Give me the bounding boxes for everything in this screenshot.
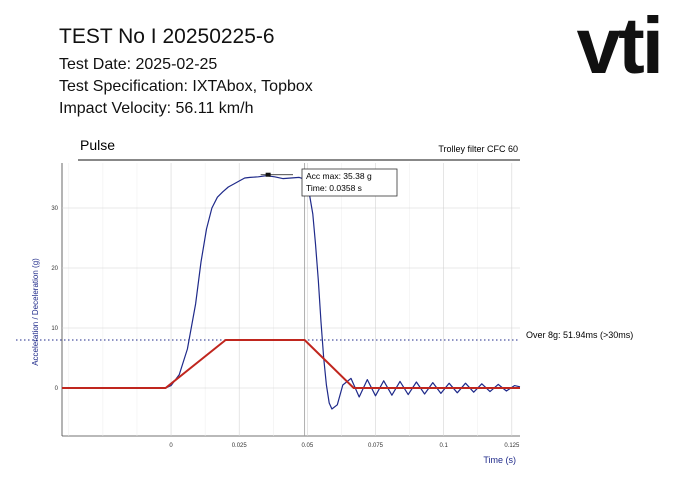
annotation-acc-max: Acc max: 35.38 g (306, 171, 372, 181)
annotation-box (301, 168, 398, 197)
y-tick-label: 10 (51, 326, 58, 332)
y-tick-label: 30 (51, 206, 58, 212)
threshold-group: Over 8g: 51.94ms (>30ms) (16, 330, 633, 341)
x-axis-label: Time (s) (483, 455, 516, 465)
chart-title: Pulse (80, 137, 115, 153)
annotation-time: Time: 0.0358 s (306, 183, 362, 193)
grid-lines (62, 163, 520, 436)
y-axis-label: Acceleration / Deceleration (g) (31, 258, 40, 366)
measured-pulse-line (62, 175, 521, 410)
impact-velocity: Impact Velocity: 56.11 km/h (59, 100, 254, 117)
filter-label: Trolley filter CFC 60 (438, 144, 518, 154)
pulse-corridor-line (62, 339, 520, 389)
annotation-marker (265, 172, 271, 177)
y-tick-label: 0 (55, 386, 59, 392)
test-date: Test Date: 2025-02-25 (59, 56, 218, 73)
x-tick-label: 0.1 (439, 443, 448, 449)
threshold-label: Over 8g: 51.94ms (>30ms) (526, 330, 633, 340)
x-tick-label: 0.125 (504, 443, 520, 449)
tick-labels: 0 0.025 0.05 0.075 0.1 0.125 0 10 20 30 (51, 206, 520, 449)
test-number-title: TEST No I 20250225-6 (59, 25, 275, 48)
annotation-group: Acc max: 35.38 g Time: 0.0358 s (260, 168, 398, 197)
x-tick-label: 0.025 (232, 443, 248, 449)
y-tick-label: 20 (51, 266, 58, 272)
test-specification: Test Specification: IXTAbox, Topbox (59, 78, 313, 95)
vti-logo: vti (576, 1, 664, 90)
x-tick-label: 0 (169, 443, 173, 449)
x-tick-label: 0.075 (368, 443, 384, 449)
series-group (62, 175, 521, 410)
x-tick-label: 0.05 (302, 443, 314, 449)
